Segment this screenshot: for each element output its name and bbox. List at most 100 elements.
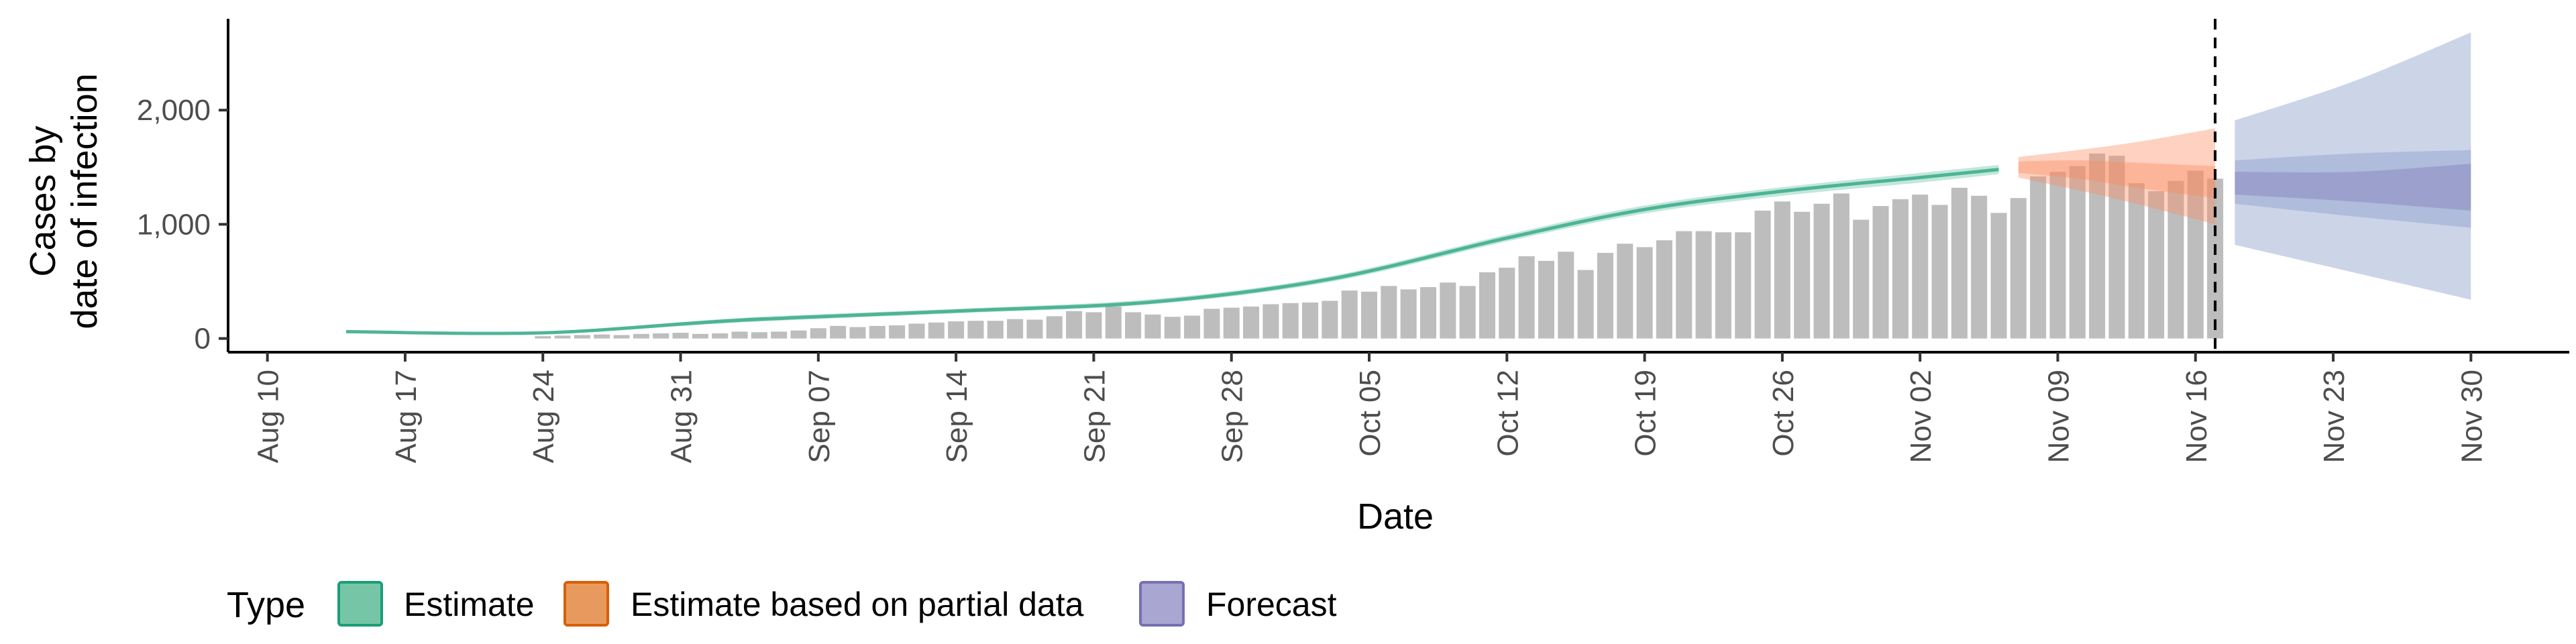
bar: [908, 323, 925, 339]
x-tick-label: Aug 10: [252, 370, 285, 463]
bar: [967, 321, 984, 339]
bar: [1912, 195, 1929, 339]
bar: [1419, 286, 1437, 339]
bar: [1479, 272, 1495, 339]
legend-label-forecast: Forecast: [1206, 586, 1337, 623]
bar: [849, 327, 866, 339]
y-axis-title-line-1: Cases by: [23, 125, 63, 276]
x-tick-label: Aug 24: [527, 370, 560, 463]
bar: [731, 331, 748, 339]
x-axis-title: Date: [1357, 496, 1434, 537]
bar: [1026, 319, 1043, 339]
bar: [1263, 304, 1279, 339]
bar: [2089, 153, 2106, 339]
bar: [1577, 270, 1594, 339]
bar: [1754, 210, 1771, 339]
bar: [2049, 172, 2066, 339]
bar: [1341, 290, 1358, 339]
y-tick-label: 1,000: [137, 208, 211, 241]
bar: [1360, 291, 1378, 339]
bar: [1676, 231, 1693, 339]
bar: [1971, 195, 1988, 339]
bar: [1597, 252, 1613, 339]
ribbon-outer-estimate-based-on-partial-data: [2018, 128, 2216, 225]
x-tick-label: Sep 07: [803, 370, 836, 463]
x-tick-label: Sep 14: [941, 370, 973, 463]
ribbon-mid-estimate-based-on-partial-data: [2018, 160, 2216, 199]
bar: [1695, 231, 1712, 339]
x-tick-label: Nov 23: [2318, 370, 2351, 463]
bar: [1125, 312, 1142, 339]
ribbon-outer-forecast: [2235, 32, 2471, 300]
bar: [574, 335, 590, 339]
y-tick-label: 2,000: [137, 94, 211, 127]
bar: [2030, 176, 2047, 339]
bar: [613, 335, 630, 339]
series-lines: [345, 168, 1999, 335]
bar: [1538, 260, 1554, 339]
bar: [1636, 247, 1653, 339]
bar: [692, 333, 708, 339]
bar: [1322, 301, 1338, 339]
legend-title: Type: [227, 585, 305, 625]
y-axis-ticks: 0 1,000 2,000: [137, 94, 228, 356]
bar: [1459, 286, 1476, 339]
legend-key-partial: [564, 581, 609, 627]
bar: [2148, 191, 2165, 339]
bar: [869, 325, 885, 339]
bar: [1046, 316, 1063, 339]
bar: [1164, 317, 1181, 339]
bar: [751, 332, 767, 339]
bar: [771, 331, 788, 339]
legend-label-estimate: Estimate: [404, 586, 535, 623]
bar: [1951, 187, 1968, 339]
bar: [1203, 309, 1220, 339]
bar: [1400, 289, 1417, 339]
bar: [2069, 166, 2086, 339]
bar: [1656, 240, 1672, 339]
bar: [1223, 307, 1240, 339]
bar: [2128, 183, 2145, 339]
bar: [1302, 302, 1319, 339]
bar: [1381, 286, 1397, 339]
bar: [1499, 268, 1515, 339]
legend: Type Estimate Estimate based on partial …: [227, 581, 1337, 627]
line-estimate: [345, 168, 1999, 335]
bar: [1105, 306, 1122, 339]
x-tick-label: Oct 19: [1629, 370, 1662, 457]
x-tick-label: Nov 16: [2180, 370, 2213, 463]
bar: [1184, 315, 1201, 339]
bar: [1990, 213, 2007, 339]
bar: [1440, 282, 1456, 339]
bar: [535, 336, 551, 339]
x-tick-label: Nov 09: [2042, 370, 2075, 463]
bar: [1853, 219, 1870, 339]
y-tick-label: 0: [195, 323, 211, 356]
x-tick-label: Oct 05: [1354, 370, 1387, 457]
bar: [1774, 201, 1790, 339]
bar: [1243, 306, 1260, 339]
x-tick-label: Nov 30: [2455, 370, 2488, 463]
bar: [1558, 252, 1574, 339]
ribbon-inner-forecast: [2235, 164, 2471, 211]
bar: [1282, 303, 1299, 339]
legend-key-estimate: [337, 581, 383, 627]
x-tick-label: Nov 02: [1904, 370, 1937, 463]
bar: [1085, 312, 1102, 339]
bars: [535, 153, 2224, 339]
bar: [1813, 203, 1830, 339]
bar: [790, 330, 807, 339]
bar: [810, 328, 826, 339]
bar: [1872, 206, 1889, 339]
bar: [594, 334, 610, 339]
bar: [672, 333, 689, 339]
legend-label-partial: Estimate based on partial data: [631, 586, 1084, 623]
bar: [1007, 319, 1024, 339]
bar: [1892, 199, 1909, 339]
bar: [653, 333, 669, 339]
x-tick-label: Oct 12: [1491, 370, 1524, 457]
bar: [987, 321, 1004, 339]
bar: [554, 335, 571, 339]
x-tick-label: Oct 26: [1767, 370, 1800, 457]
